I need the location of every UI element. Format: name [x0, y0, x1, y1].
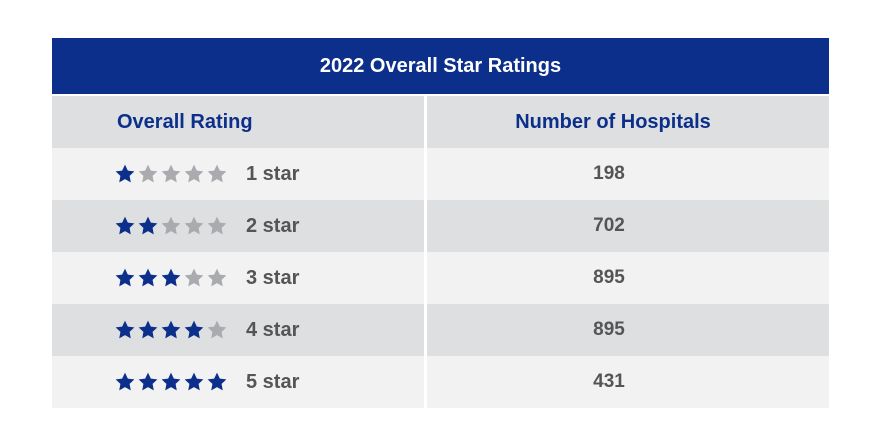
header-cell-count: Number of Hospitals [427, 96, 829, 148]
column-divider [424, 200, 427, 252]
count-cell: 895 [427, 304, 829, 356]
star-filled-icon [115, 164, 135, 183]
table-header-row: Overall Rating Number of Hospitals [52, 96, 829, 148]
star-filled-icon [138, 320, 158, 339]
star-empty-icon [161, 216, 181, 235]
star-empty-icon [207, 320, 227, 339]
star-filled-icon [161, 372, 181, 391]
table-body: 1 star 198 2 star 702 3 star 895 4 star 895 5 st… [52, 148, 829, 408]
hospital-count: 895 [593, 267, 625, 288]
count-cell: 198 [427, 148, 829, 200]
column-divider [424, 148, 427, 200]
star-empty-icon [207, 216, 227, 235]
star-empty-icon [138, 164, 158, 183]
star-rating [114, 319, 234, 341]
star-filled-icon [115, 372, 135, 391]
star-filled-icon [138, 372, 158, 391]
star-rating [114, 163, 234, 185]
header-count-label: Number of Hospitals [515, 110, 711, 133]
count-cell: 431 [427, 356, 829, 408]
star-filled-icon [161, 320, 181, 339]
hospital-count: 895 [593, 319, 625, 340]
rating-cell: 4 star [52, 304, 424, 356]
star-filled-icon [115, 268, 135, 287]
star-filled-icon [184, 320, 204, 339]
column-divider [424, 252, 427, 304]
table-title-text: 2022 Overall Star Ratings [319, 54, 562, 77]
hospital-count: 198 [593, 163, 625, 184]
rating-cell: 1 star [52, 148, 424, 200]
column-divider [424, 96, 427, 148]
count-cell: 895 [427, 252, 829, 304]
table-row: 1 star 198 [52, 148, 829, 200]
table-row: 2 star 702 [52, 200, 829, 252]
star-empty-icon [184, 216, 204, 235]
rating-label: 5 star [246, 370, 300, 393]
rating-label: 3 star [246, 266, 300, 289]
star-rating [114, 371, 234, 393]
table-row: 5 star 431 [52, 356, 829, 408]
table-row: 4 star 895 [52, 304, 829, 356]
table-row: 3 star 895 [52, 252, 829, 304]
rating-cell: 2 star [52, 200, 424, 252]
table-title: 2022 Overall Star Ratings [52, 38, 829, 94]
star-filled-icon [115, 216, 135, 235]
count-cell: 702 [427, 200, 829, 252]
rating-label: 2 star [246, 214, 300, 237]
star-filled-icon [161, 268, 181, 287]
star-filled-icon [184, 372, 204, 391]
star-empty-icon [207, 268, 227, 287]
star-rating [114, 267, 234, 289]
star-empty-icon [184, 164, 204, 183]
column-divider [424, 304, 427, 356]
column-divider [424, 356, 427, 408]
header-rating-label: Overall Rating [117, 110, 253, 133]
star-empty-icon [184, 268, 204, 287]
star-filled-icon [207, 372, 227, 391]
star-filled-icon [138, 216, 158, 235]
star-empty-icon [161, 164, 181, 183]
rating-cell: 3 star [52, 252, 424, 304]
star-empty-icon [207, 164, 227, 183]
rating-label: 1 star [246, 162, 300, 185]
star-rating [114, 215, 234, 237]
star-filled-icon [138, 268, 158, 287]
rating-cell: 5 star [52, 356, 424, 408]
hospital-count: 431 [593, 371, 625, 392]
rating-label: 4 star [246, 318, 300, 341]
hospital-count: 702 [593, 215, 625, 236]
header-cell-rating: Overall Rating [52, 96, 424, 148]
star-filled-icon [115, 320, 135, 339]
star-ratings-table: 2022 Overall Star Ratings Overall Rating… [52, 38, 829, 408]
